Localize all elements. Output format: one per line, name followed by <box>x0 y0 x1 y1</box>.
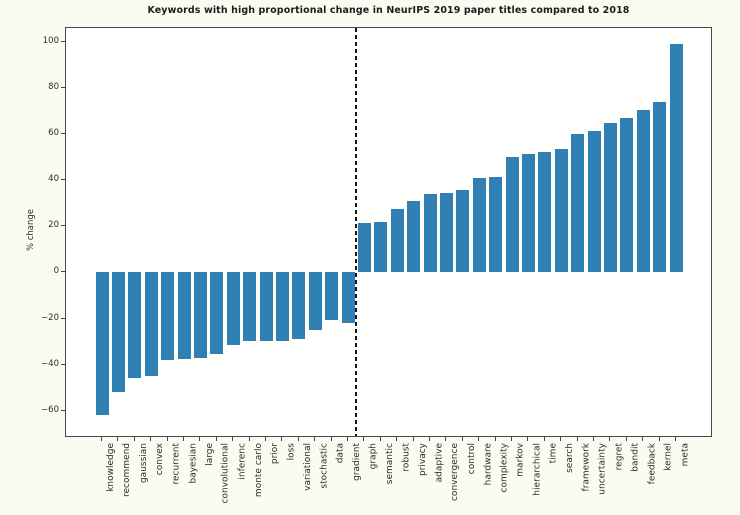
x-tick-mark <box>461 437 463 441</box>
x-tick-mark <box>576 437 578 441</box>
x-tick-mark <box>429 437 430 441</box>
y-tick-mark <box>61 409 65 411</box>
x-tick-mark <box>133 437 135 441</box>
y-tick-mark <box>61 41 65 43</box>
x-tick-mark <box>330 437 332 441</box>
x-tick-mark <box>593 437 594 441</box>
y-tick-label: 60 <box>48 128 59 139</box>
bar-loss <box>275 272 289 342</box>
bar-gradient <box>341 272 355 324</box>
y-tick-label: −20 <box>41 312 59 323</box>
x-tick-mark <box>297 437 299 441</box>
bar-bayesian <box>177 272 191 359</box>
x-tick-mark <box>511 437 512 441</box>
bar-bandit <box>620 118 634 273</box>
bar-complexity <box>489 176 503 273</box>
x-tick-mark <box>478 437 480 441</box>
x-tick-mark <box>232 437 234 441</box>
y-tick-label: 80 <box>48 82 59 93</box>
bar-prior <box>259 272 273 342</box>
y-tick-mark <box>61 317 65 319</box>
y-tick-mark <box>61 225 65 227</box>
y-tick-label: −40 <box>41 358 59 369</box>
bar-meta <box>669 44 683 273</box>
x-tick-mark <box>625 437 627 441</box>
x-tick-mark <box>281 437 283 441</box>
bar-monte-carlo <box>243 272 257 342</box>
bar-hierarchical <box>521 153 535 273</box>
y-tick-mark <box>61 363 65 365</box>
x-tick-mark <box>215 437 217 441</box>
bar-hardware <box>472 177 486 273</box>
bar-semantic <box>374 221 388 273</box>
bar-inferenc <box>226 272 240 345</box>
bar-data <box>325 272 339 320</box>
x-tick-mark <box>314 437 316 441</box>
x-tick-mark <box>183 437 184 441</box>
y-tick-mark <box>61 179 65 181</box>
bar-uncertainty <box>587 130 601 273</box>
x-tick-mark <box>166 437 168 441</box>
bar-robust <box>390 209 404 273</box>
bar-markov <box>505 157 519 273</box>
y-tick-mark <box>61 133 65 135</box>
x-tick-mark <box>543 437 545 441</box>
x-tick-mark <box>445 437 447 441</box>
x-tick-mark <box>248 437 250 441</box>
bar-kernel <box>653 101 667 273</box>
x-tick-mark <box>101 437 102 441</box>
bar-recurrent <box>161 272 175 360</box>
y-tick-label: 40 <box>48 174 59 185</box>
chart-title: Keywords with high proportional change i… <box>147 5 630 16</box>
bar-feedback <box>636 110 650 273</box>
bar-graph <box>357 222 371 273</box>
x-tick-mark <box>609 437 611 441</box>
y-tick-mark <box>61 87 65 89</box>
x-tick-mark <box>527 437 529 441</box>
y-tick-mark <box>61 271 65 273</box>
bar-knowledge <box>95 272 109 416</box>
bar-convolutional <box>210 272 224 355</box>
x-tick-mark <box>675 437 676 441</box>
bar-adaptive <box>423 194 437 273</box>
bar-gaussian <box>128 272 142 379</box>
bar-control <box>456 189 470 273</box>
zero-divider-line <box>355 28 358 436</box>
bar-time <box>538 151 552 273</box>
bar-framework <box>571 134 585 273</box>
bar-convex <box>144 272 158 377</box>
x-tick-mark <box>412 437 414 441</box>
bar-variational <box>292 272 306 340</box>
bar-regret <box>603 122 617 273</box>
x-tick-mark <box>560 437 562 441</box>
bar-privacy <box>407 201 421 273</box>
x-tick-mark <box>347 437 348 441</box>
bar-stochastic <box>308 272 322 330</box>
x-tick-mark <box>642 437 644 441</box>
x-tick-mark <box>396 437 398 441</box>
y-tick-label: 20 <box>48 220 59 231</box>
x-tick-mark <box>265 437 266 441</box>
bar-convergence <box>439 192 453 273</box>
y-tick-label: 0 <box>53 266 59 277</box>
bar-recommend <box>111 272 125 393</box>
x-tick-mark <box>363 437 365 441</box>
x-tick-mark <box>379 437 381 441</box>
x-tick-mark <box>150 437 152 441</box>
y-tick-label: 100 <box>42 36 59 47</box>
x-tick-mark <box>199 437 201 441</box>
x-tick-mark <box>494 437 496 441</box>
plot-area <box>65 27 712 437</box>
x-tick-mark <box>658 437 660 441</box>
x-tick-mark <box>117 437 119 441</box>
bar-search <box>554 149 568 273</box>
y-tick-label: −60 <box>41 404 59 415</box>
bar-large <box>193 272 207 358</box>
